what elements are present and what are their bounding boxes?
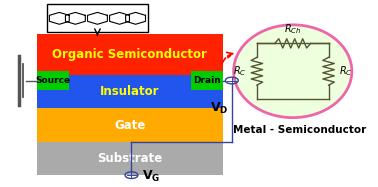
Text: $R_{Ch}$: $R_{Ch}$	[284, 22, 301, 36]
Text: Source: Source	[35, 76, 70, 85]
Text: $\mathbf{V_G}$: $\mathbf{V_G}$	[142, 168, 161, 184]
Text: Organic Semiconductor: Organic Semiconductor	[52, 48, 207, 61]
Text: Drain: Drain	[193, 76, 221, 85]
Bar	[37, 142, 223, 175]
Text: $\mathbf{V_D}$: $\mathbf{V_D}$	[210, 101, 229, 116]
Text: Insulator: Insulator	[100, 85, 160, 98]
Bar	[37, 75, 223, 108]
Bar	[47, 4, 147, 32]
Text: $R_C$: $R_C$	[233, 64, 246, 78]
Bar	[37, 108, 223, 142]
Text: $R_C$: $R_C$	[339, 64, 353, 78]
Text: Metal - Semiconductor: Metal - Semiconductor	[233, 125, 367, 135]
Ellipse shape	[234, 25, 352, 118]
Bar	[191, 71, 223, 90]
Text: Gate: Gate	[114, 119, 146, 131]
Bar	[37, 71, 69, 90]
Text: Substrate: Substrate	[97, 152, 162, 165]
Bar	[37, 34, 223, 75]
